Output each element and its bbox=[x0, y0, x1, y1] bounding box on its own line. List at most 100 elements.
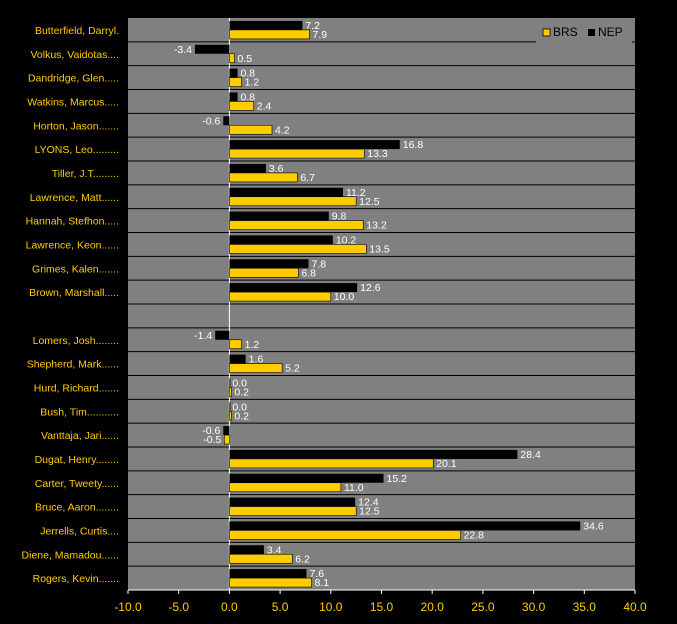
value-label-nep: 3.4 bbox=[267, 544, 282, 556]
category-label: Volkus, Vaidotas.... bbox=[30, 49, 119, 61]
category-label: Butterfield, Darryl. bbox=[35, 25, 119, 37]
legend-box bbox=[536, 21, 632, 43]
value-label-nep: 16.8 bbox=[403, 139, 424, 151]
bar-nep bbox=[229, 283, 358, 293]
bar-nep bbox=[223, 116, 230, 126]
bar-brs bbox=[229, 172, 298, 183]
value-label-nep: 11.2 bbox=[346, 187, 366, 199]
value-label-brs: 20.1 bbox=[436, 458, 457, 470]
value-label-nep: 7.6 bbox=[309, 568, 324, 580]
value-label-brs: 6.8 bbox=[301, 267, 316, 279]
bar-brs bbox=[229, 410, 232, 421]
bar-brs bbox=[229, 148, 365, 159]
bar-brs bbox=[229, 220, 364, 230]
bar-brs bbox=[229, 267, 299, 278]
value-label-nep: 7.8 bbox=[311, 258, 326, 270]
x-tick-label: 5.0 bbox=[272, 600, 289, 614]
category-label: Watkins, Marcus..... bbox=[27, 96, 119, 108]
value-label-nep: -3.4 bbox=[174, 44, 192, 56]
bar-brs bbox=[229, 482, 342, 493]
value-label-nep: 7.2 bbox=[305, 20, 320, 32]
labels: -10.0 -5.0 0.0 5.0 10.0 15.0 20.0 25.0 30.0 35.0 4… bbox=[22, 20, 647, 614]
value-label-nep: 3.6 bbox=[269, 163, 284, 175]
value-label-nep: 28.4 bbox=[520, 449, 541, 461]
value-label-brs: 13.2 bbox=[366, 220, 387, 232]
bar-nep bbox=[229, 187, 343, 197]
category-label: Jerrells, Curtis.... bbox=[40, 525, 119, 537]
bar-nep bbox=[229, 378, 231, 388]
legend-swatch-nep bbox=[588, 29, 595, 36]
value-label-brs: 13.3 bbox=[367, 148, 388, 160]
bar-nep bbox=[229, 20, 303, 30]
category-label: Shepherd, Mark...... bbox=[27, 359, 119, 371]
value-label-brs: 0.5 bbox=[237, 53, 252, 65]
bar-brs bbox=[229, 77, 242, 87]
category-label: Diene, Mamadou...... bbox=[22, 549, 119, 561]
value-label-brs: 22.8 bbox=[464, 529, 485, 541]
legend-label-nep: NEP bbox=[598, 25, 623, 39]
value-label-brs: 10.0 bbox=[334, 291, 355, 303]
bar-nep bbox=[229, 211, 329, 221]
bar-brs bbox=[229, 196, 357, 207]
legend-swatch-brs bbox=[542, 28, 551, 37]
plot-area bbox=[127, 18, 636, 594]
category-label: Bruce, Aaron........ bbox=[35, 502, 119, 514]
bar-nep bbox=[229, 163, 266, 173]
x-tick-label: 10.0 bbox=[319, 600, 343, 614]
bar-brs bbox=[229, 101, 255, 111]
legend-label-brs: BRS bbox=[553, 25, 578, 39]
value-label-brs: 12.5 bbox=[359, 506, 380, 518]
value-label-nep: 12.4 bbox=[358, 497, 379, 509]
category-label: Vanttaja, Jari...... bbox=[41, 430, 119, 442]
category-label: LYONS, Leo......... bbox=[35, 144, 119, 156]
category-label: Brown, Marshall..... bbox=[29, 287, 119, 299]
bar-nep bbox=[229, 545, 264, 555]
category-label: Rogers, Kevin....... bbox=[33, 573, 119, 585]
category-label: Grimes, Kalen....... bbox=[32, 263, 119, 275]
x-tick-label: -10.0 bbox=[114, 600, 142, 614]
value-label-brs: 5.2 bbox=[285, 363, 300, 375]
x-tick-label: 25.0 bbox=[471, 600, 495, 614]
bar-nep bbox=[229, 235, 333, 245]
value-label-brs: 2.4 bbox=[257, 100, 272, 112]
bar-nep bbox=[229, 92, 238, 102]
bar-brs bbox=[229, 124, 273, 135]
bar-brs bbox=[229, 458, 434, 469]
x-tick-label: 35.0 bbox=[573, 600, 597, 614]
bar-brs bbox=[229, 339, 242, 350]
category-label: Lomers, Josh........ bbox=[33, 335, 119, 347]
category-label: Hannah, Stefhon..... bbox=[26, 216, 119, 228]
bar-brs bbox=[229, 506, 357, 516]
category-label: Lawrence, Keon...... bbox=[26, 239, 119, 251]
bar-nep bbox=[229, 449, 518, 459]
category-label: Tiller, J.T......... bbox=[52, 168, 119, 180]
bar-nep bbox=[229, 521, 581, 531]
value-label-brs: 0.2 bbox=[234, 386, 249, 398]
value-label-nep: 10.2 bbox=[336, 234, 357, 246]
value-label-brs: 11.0 bbox=[344, 482, 364, 494]
bar-nep bbox=[229, 402, 231, 412]
x-tick-label: 30.0 bbox=[522, 600, 546, 614]
value-label-nep: 9.8 bbox=[332, 211, 347, 223]
value-label-nep: -1.4 bbox=[194, 330, 212, 342]
value-label-nep: 0.8 bbox=[241, 68, 256, 80]
bar-brs bbox=[229, 553, 293, 564]
category-label: Bush, Tim........... bbox=[40, 406, 119, 418]
value-label-nep: 15.2 bbox=[387, 473, 408, 485]
value-label-brs: 1.2 bbox=[245, 77, 260, 89]
bar-brs bbox=[229, 53, 235, 64]
value-label-brs: 0.2 bbox=[234, 410, 249, 422]
bar-nep bbox=[229, 497, 356, 507]
bar-brs bbox=[229, 363, 283, 373]
bar-brs bbox=[229, 387, 232, 397]
bar-brs bbox=[229, 29, 310, 40]
bar-nep bbox=[194, 44, 230, 54]
value-label-brs: 4.2 bbox=[275, 124, 290, 136]
bar-brs bbox=[229, 244, 367, 254]
x-tick-label: 0.0 bbox=[221, 600, 238, 614]
bars bbox=[194, 20, 581, 588]
bar-nep bbox=[229, 569, 307, 579]
bar-brs bbox=[229, 577, 312, 588]
value-label-nep: 0.8 bbox=[241, 91, 256, 103]
